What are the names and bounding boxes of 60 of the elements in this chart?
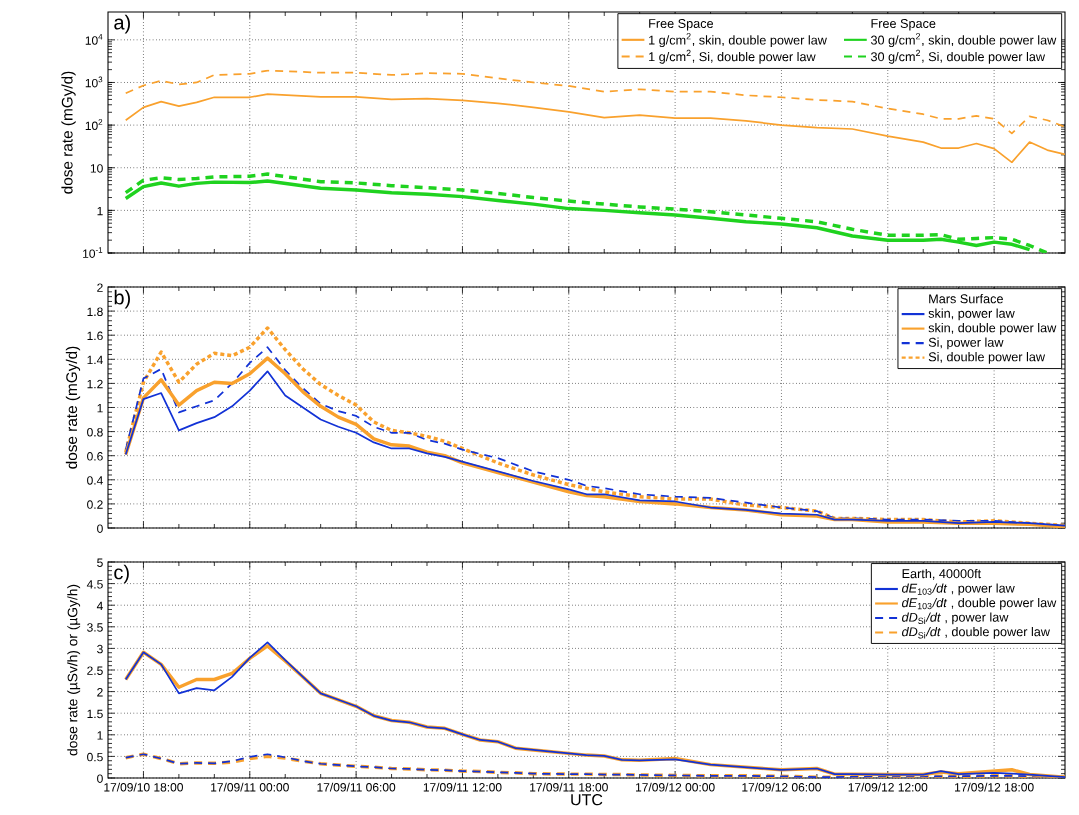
legend-label: Si, double power law — [928, 352, 1046, 364]
legend-label: dD$_{Si}$/dt , power law — [902, 612, 1009, 625]
y-tick-label: 1.2 — [87, 379, 103, 389]
y-axis-title: dose rate (mGy/d) — [65, 346, 81, 469]
y-tick-label: 1.4 — [87, 355, 103, 365]
y-tick-label: 0.8 — [87, 428, 103, 437]
x-tick-label: 17/09/11 06:00 — [317, 782, 396, 792]
x-tick-label: 17/09/12 00:00 — [636, 782, 715, 792]
legend-label: 30 g/cm$^{2}$, skin, double power law — [870, 33, 1057, 48]
y-tick-label: 0.5 — [87, 752, 103, 762]
y-tick-label: 0.6 — [87, 452, 103, 461]
x-tick-label: 17/09/12 18:00 — [955, 782, 1034, 792]
y-tick-label: 0 — [97, 524, 103, 533]
y-tick-label: 10$^{4}$ — [85, 34, 103, 45]
y-axis-title: dose rate (µSv/h) or (µGy/h) — [67, 584, 81, 756]
y-tick-label: 0.2 — [87, 500, 103, 509]
legend-label: 30 g/cm$^{2}$, Si, double power law — [870, 49, 1046, 64]
y-tick-label: 5 — [97, 558, 103, 567]
y-tick-label: 4 — [96, 601, 103, 610]
legend-label: dE$_{103}$/dt , double power law — [902, 597, 1057, 610]
x-tick-label: 17/09/12 06:00 — [742, 782, 821, 792]
x-tick-label: 17/09/11 00:00 — [211, 782, 289, 792]
annotation: a) — [114, 14, 130, 34]
y-tick-label: 1.5 — [87, 709, 103, 719]
y-tick-label: 3.5 — [87, 623, 103, 632]
x-tick-label: 17/09/10 18:00 — [104, 782, 183, 792]
y-tick-label: 10$^{3}$ — [85, 76, 103, 88]
legend-title: Free Space — [649, 19, 714, 31]
x-axis-title: UTC — [571, 794, 603, 806]
legend-label: dE$_{103}$/dt , power law — [902, 583, 1015, 596]
y-tick-label: 1.8 — [87, 307, 103, 317]
y-tick-label: 1 — [97, 404, 103, 413]
y-tick-label: 1 — [97, 206, 103, 216]
y-tick-label: 1 — [97, 731, 103, 740]
x-tick-label: 17/09/11 18:00 — [530, 782, 608, 792]
y-tick-label: 1.6 — [87, 331, 103, 341]
legend-title: Earth, 40000ft — [902, 568, 982, 580]
legend-label: dD$_{Si}$/dt , double power law — [902, 626, 1050, 639]
annotation: c) — [114, 564, 129, 584]
legend-title: Mars Surface — [929, 293, 1003, 304]
y-tick-label: 2 — [97, 283, 103, 292]
y-tick-label: 10$^{-1}$ — [83, 247, 103, 258]
y-tick-label: 0.4 — [87, 476, 103, 485]
legend-label: 1 g/cm$^{2}$, skin, double power law — [649, 33, 827, 48]
y-tick-label: 10$^{2}$ — [85, 119, 103, 131]
annotation: b) — [114, 289, 130, 309]
legend-label: 1 g/cm$^{2}$, Si, double power law — [649, 49, 816, 64]
legend-label: skin, power law — [928, 308, 1015, 321]
legend-label: skin, double power law — [928, 323, 1057, 335]
y-tick-label: 4.5 — [86, 580, 103, 589]
text: Free Space — [871, 19, 936, 31]
x-tick-label: 17/09/12 12:00 — [848, 782, 928, 792]
x-tick-label: 17/09/11 12:00 — [423, 782, 502, 792]
y-tick-label: 0 — [97, 774, 103, 783]
y-tick-label: 2.5 — [87, 666, 103, 675]
y-tick-label: 2 — [97, 688, 103, 697]
y-axis-title: dose rate (mGy/d) — [61, 71, 76, 194]
y-tick-label: 10 — [90, 164, 103, 173]
legend-label: Si, power law — [928, 337, 1004, 350]
y-tick-label: 3 — [97, 644, 103, 654]
